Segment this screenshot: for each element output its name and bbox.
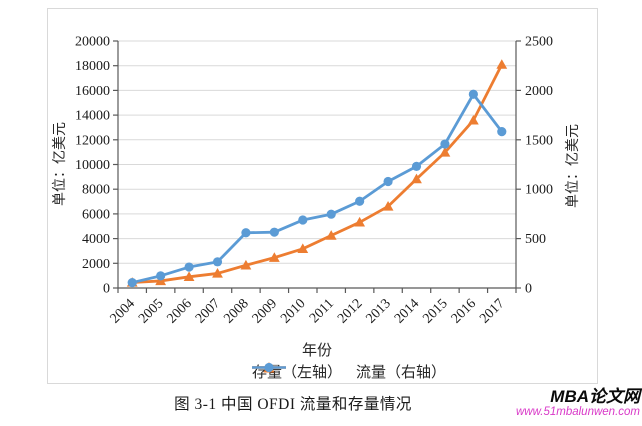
- x-tick-label: 2006: [164, 296, 194, 326]
- series-line-1[interactable]: [130, 92, 504, 284]
- watermark: MBA论文网 www.51mbalunwen.com: [516, 387, 640, 419]
- x-tick-label: 2009: [250, 296, 280, 326]
- right-axis-tick-label: 1500: [525, 133, 553, 148]
- series-line-0[interactable]: [130, 63, 504, 284]
- right-axis-tick-label: 1000: [525, 183, 553, 198]
- x-tick-label: 2014: [392, 296, 422, 326]
- left-axis-tick-label: 6000: [82, 207, 110, 222]
- stock-data-point[interactable]: [467, 114, 479, 125]
- stock-data-point[interactable]: [325, 230, 337, 240]
- x-tick-label: 2012: [335, 296, 365, 326]
- stock-data-point[interactable]: [439, 147, 451, 157]
- stock-data-point[interactable]: [297, 243, 309, 254]
- flow-data-point[interactable]: [298, 215, 308, 225]
- x-tick-label: 2004: [108, 296, 138, 326]
- legend-item-flow[interactable]: 流量（右轴）: [251, 361, 447, 382]
- watermark-url: www.51mbalunwen.com: [515, 406, 640, 419]
- figure-caption: 图 3-1 中国 OFDI 流量和存量情况: [174, 396, 412, 413]
- stock-data-point[interactable]: [496, 59, 508, 69]
- flow-data-point[interactable]: [440, 139, 450, 149]
- flow-data-point[interactable]: [241, 228, 251, 238]
- right-axis-tick-label: 2500: [525, 35, 553, 50]
- stock-data-point[interactable]: [183, 271, 195, 282]
- flow-data-point[interactable]: [383, 176, 393, 187]
- left-axis-tick-label: 18000: [75, 59, 110, 74]
- watermark-brand: MBA论文网: [550, 387, 640, 406]
- right-axis-title: 单位：亿美元: [566, 124, 581, 208]
- x-tick-label: 2017: [477, 296, 507, 326]
- stock-data-point[interactable]: [240, 259, 252, 270]
- flow-data-point[interactable]: [212, 257, 223, 267]
- left-axis-tick-label: 16000: [75, 84, 110, 99]
- left-axis-tick-label: 0: [103, 282, 110, 297]
- x-tick-label: 2013: [363, 296, 393, 326]
- left-axis-tick-label: 12000: [75, 133, 110, 148]
- x-tick-label: 2015: [420, 296, 450, 326]
- left-axis-tick-label: 4000: [82, 232, 110, 247]
- left-axis-title: 单位：亿美元: [53, 122, 68, 206]
- flow-data-point[interactable]: [326, 209, 336, 219]
- flow-data-point[interactable]: [355, 196, 365, 206]
- right-axis-tick-label: 0: [525, 282, 532, 297]
- stock-data-point[interactable]: [411, 173, 422, 184]
- flow-data-point[interactable]: [269, 227, 279, 237]
- ofdi-dual-axis-line-chart: 0200040006000800010000120001400016000180…: [75, 35, 553, 327]
- stock-data-point[interactable]: [212, 268, 223, 278]
- x-tick-label: 2007: [193, 296, 223, 326]
- legend-label-flow: 流量（右轴）: [356, 365, 447, 381]
- x-axis-title: 年份: [301, 343, 333, 359]
- left-axis-tick-label: 8000: [82, 183, 110, 198]
- flow-data-point[interactable]: [411, 161, 422, 171]
- flow-data-point[interactable]: [468, 89, 478, 99]
- x-tick-label: 2005: [136, 296, 166, 326]
- x-tick-label: 2011: [307, 296, 337, 326]
- x-tick-label: 2016: [449, 296, 479, 326]
- left-axis-tick-label: 10000: [75, 158, 110, 173]
- left-axis-tick-label: 2000: [82, 257, 110, 272]
- right-axis-tick-label: 500: [525, 232, 546, 247]
- flow-data-point[interactable]: [127, 277, 137, 288]
- flow-legend-marker-icon: [251, 362, 286, 373]
- legend-label-stock: 存量（左轴）: [251, 365, 342, 381]
- flow-data-point[interactable]: [184, 262, 194, 272]
- x-tick-label: 2008: [221, 296, 251, 326]
- right-axis-tick-label: 2000: [525, 84, 553, 99]
- stock-data-point[interactable]: [268, 252, 280, 262]
- flow-data-point[interactable]: [497, 126, 507, 137]
- left-axis-tick-label: 20000: [75, 35, 110, 50]
- stock-data-point[interactable]: [354, 216, 366, 227]
- stock-data-point[interactable]: [382, 201, 394, 211]
- x-tick-label: 2010: [278, 296, 308, 326]
- flow-data-point[interactable]: [156, 271, 166, 281]
- left-axis-tick-label: 14000: [75, 109, 110, 124]
- chart-legend: 存量（左轴） 流量（右轴）: [251, 361, 447, 382]
- chart-frame: 0 2000 4000 6000 8000 10000 12000 14000 16000 180…: [47, 8, 598, 384]
